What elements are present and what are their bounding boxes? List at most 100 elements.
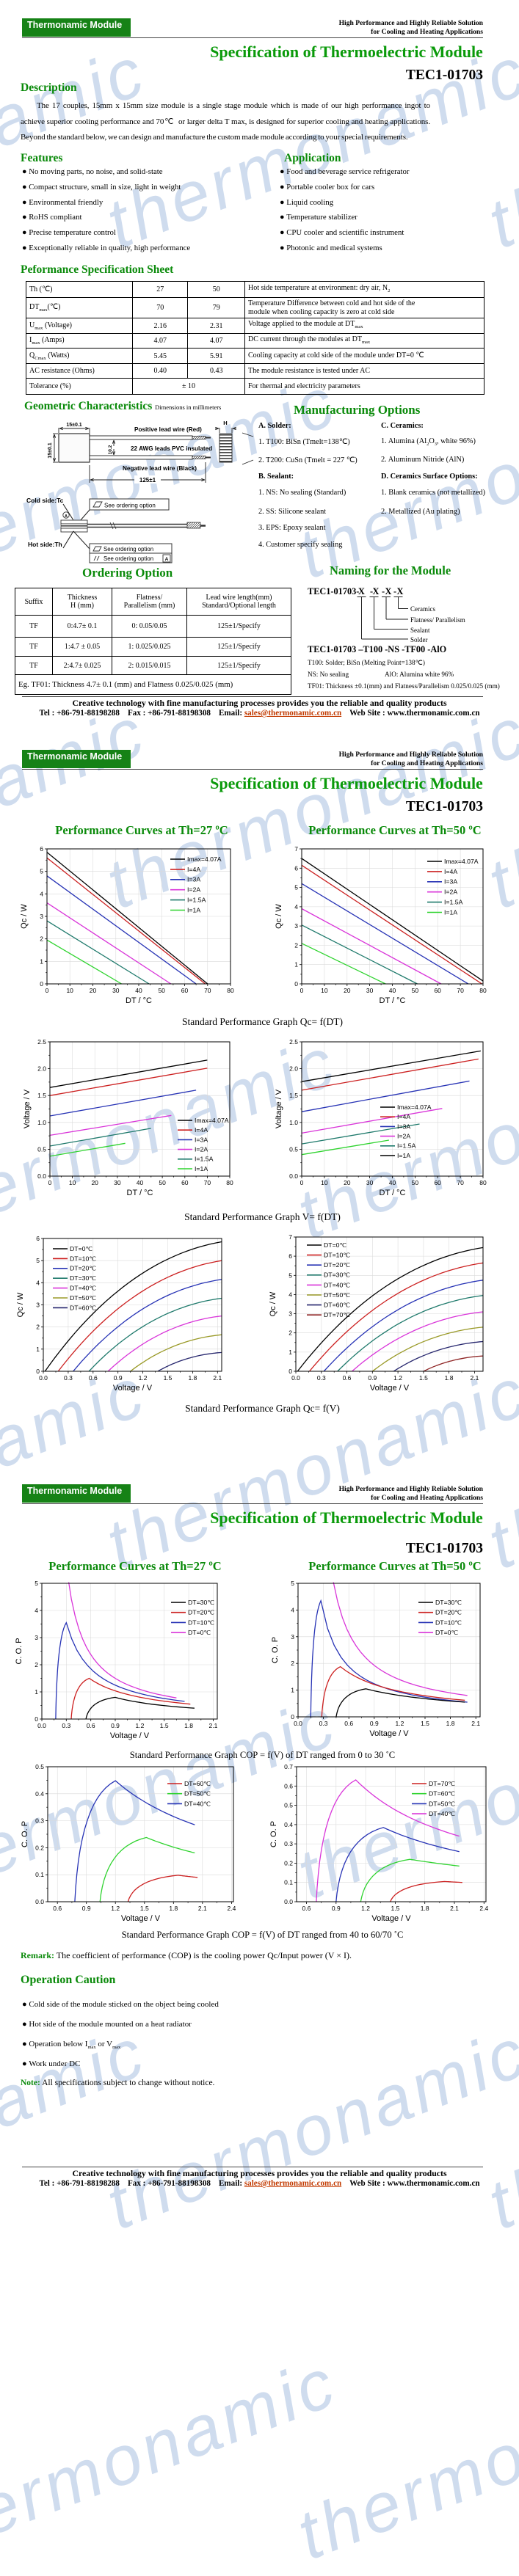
svg-text:Voltage / V: Voltage / V [121,1914,161,1923]
svg-text:I=2A: I=2A [195,1146,208,1153]
svg-text:0.3: 0.3 [317,1374,326,1382]
svg-text:I=4A: I=4A [397,1113,410,1120]
svg-text:DT=10℃: DT=10℃ [70,1255,96,1262]
svg-text:DT=50℃: DT=50℃ [184,1790,211,1798]
svg-text:0: 0 [294,980,298,988]
svg-text:50: 50 [158,987,165,994]
svg-text:C. O. P: C. O. P [15,1638,23,1664]
svg-text:20: 20 [344,1179,351,1186]
svg-text:2: 2 [40,935,43,943]
svg-text:DT / °C: DT / °C [380,1189,406,1197]
svg-text:0.9: 0.9 [368,1374,377,1382]
svg-text:2.0: 2.0 [37,1065,46,1073]
svg-text:DT=0℃: DT=0℃ [188,1629,211,1636]
svg-text:1: 1 [36,1346,40,1353]
svg-text:0.9: 0.9 [82,1905,91,1912]
svg-text:0.6: 0.6 [344,1720,353,1727]
svg-text:DT=60℃: DT=60℃ [70,1304,96,1311]
svg-text:Voltage / V: Voltage / V [23,1089,32,1128]
svg-text:DT=40℃: DT=40℃ [70,1285,96,1292]
svg-text:15±0.1: 15±0.1 [66,423,81,428]
svg-text:Cold side:Tc: Cold side:Tc [26,497,64,504]
svg-text:0.3: 0.3 [64,1374,73,1382]
svg-text:2.4: 2.4 [479,1905,488,1912]
svg-text:0: 0 [40,980,43,988]
svg-text:0.0: 0.0 [37,1172,46,1180]
svg-text:60: 60 [181,1179,189,1186]
svg-text:0.6: 0.6 [87,1722,95,1729]
svg-text:2.4: 2.4 [227,1905,236,1912]
svg-text:See ordering option: See ordering option [104,546,153,552]
svg-text:Imax=4.07A: Imax=4.07A [187,855,222,863]
svg-text:2: 2 [294,941,298,949]
svg-text:I=2A: I=2A [187,886,200,894]
svg-text:DT=60℃: DT=60℃ [324,1302,350,1309]
svg-text:80: 80 [226,1179,233,1186]
svg-text:0: 0 [288,1368,292,1375]
svg-text:0.1: 0.1 [35,1871,44,1878]
svg-text:DT=20℃: DT=20℃ [188,1609,214,1616]
svg-text:5: 5 [291,1580,294,1587]
svg-text:80: 80 [479,987,487,994]
svg-text:2.5: 2.5 [37,1038,46,1046]
svg-text:0.6: 0.6 [284,1782,293,1789]
svg-text:DT=40℃: DT=40℃ [184,1800,211,1807]
svg-text:1.8: 1.8 [169,1905,178,1912]
svg-text:Voltage / V: Voltage / V [275,1089,283,1128]
svg-text:4: 4 [36,1279,40,1286]
svg-text:4: 4 [40,890,43,897]
svg-text:70: 70 [457,1179,464,1186]
svg-text:I=1A: I=1A [195,1165,208,1172]
svg-text:X: X [397,586,404,596]
svg-text:0: 0 [300,1179,304,1186]
svg-text:7: 7 [288,1233,292,1241]
svg-text:0.4: 0.4 [35,1790,44,1798]
svg-text:Positive lead wire (Red): Positive lead wire (Red) [134,426,202,433]
svg-text:Voltage / V: Voltage / V [110,1732,150,1740]
svg-text:See ordering option: See ordering option [104,555,153,562]
svg-text:30: 30 [112,987,120,994]
svg-text:Voltage / V: Voltage / V [371,1914,411,1923]
svg-text:DT / °C: DT / °C [380,996,406,1005]
svg-text:50: 50 [412,987,419,994]
svg-text:40: 40 [137,1179,144,1186]
svg-text:A: A [165,557,169,562]
svg-text:0.6: 0.6 [89,1374,98,1382]
svg-text:C. O. P: C. O. P [269,1821,278,1847]
svg-text:1.5: 1.5 [37,1092,46,1099]
svg-text:I=1A: I=1A [397,1152,410,1159]
svg-text:I=1A: I=1A [187,906,200,913]
svg-text:A: A [65,514,68,519]
svg-text:H: H [223,420,227,426]
svg-text:3: 3 [294,922,298,930]
svg-text:I=4A: I=4A [187,866,200,873]
svg-text:C. O. P: C. O. P [21,1821,29,1847]
svg-text:70: 70 [457,987,464,994]
svg-text:X: X [358,586,365,596]
svg-text:6: 6 [36,1235,40,1242]
svg-text:40: 40 [135,987,142,994]
svg-text:1.2: 1.2 [361,1905,370,1912]
svg-text:4: 4 [288,1291,292,1298]
svg-text:DT=30℃: DT=30℃ [188,1599,214,1606]
svg-text:1.2: 1.2 [139,1374,148,1382]
svg-text:20: 20 [90,987,97,994]
svg-text:DT=70℃: DT=70℃ [324,1311,350,1318]
svg-text:0.0: 0.0 [37,1722,46,1729]
svg-text:0.9: 0.9 [114,1374,123,1382]
svg-text:DT=50℃: DT=50℃ [70,1294,96,1302]
svg-text:I=2A: I=2A [444,889,457,896]
svg-text:DT=20℃: DT=20℃ [70,1265,96,1272]
svg-text:40: 40 [389,987,396,994]
svg-text:DT=0℃: DT=0℃ [70,1245,92,1252]
svg-text:-: - [370,586,373,596]
svg-text:1: 1 [291,1687,294,1694]
svg-text:0.0: 0.0 [284,1898,293,1905]
svg-text:Voltage / V: Voltage / V [370,1384,410,1393]
svg-text:DT=70℃: DT=70℃ [429,1780,455,1787]
svg-text:1: 1 [35,1688,38,1696]
svg-text:0: 0 [46,987,49,994]
svg-text:1.5: 1.5 [289,1092,298,1099]
svg-text:1.8: 1.8 [188,1374,197,1382]
svg-text:0.2: 0.2 [35,1844,44,1851]
